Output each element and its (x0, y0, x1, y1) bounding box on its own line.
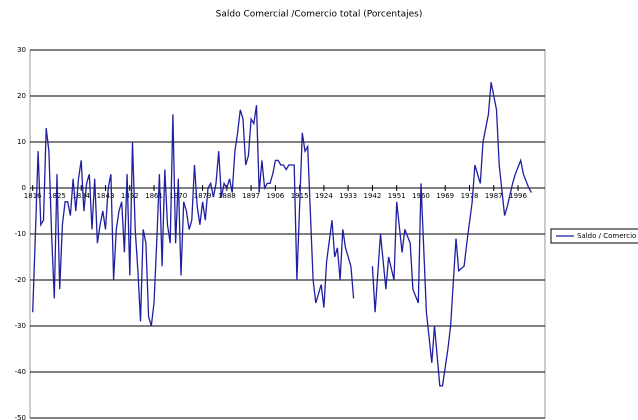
y-tick-label: 30 (17, 46, 26, 54)
x-tick-label: 1888 (218, 192, 236, 200)
x-tick-label: 1897 (242, 192, 260, 200)
x-tick-label: 1816 (24, 192, 42, 200)
x-tick-label: 1852 (121, 192, 139, 200)
x-tick-label: 1843 (97, 192, 115, 200)
y-tick-label: -20 (15, 276, 26, 284)
x-tick-label: 1834 (72, 192, 90, 200)
legend-box (550, 228, 638, 244)
x-tick-label: 1996 (509, 192, 527, 200)
legend-label: Saldo / Comercio (577, 232, 636, 240)
y-tick-label: -40 (15, 368, 26, 376)
x-tick-label: 1978 (461, 192, 479, 200)
y-tick-label: -50 (15, 414, 26, 420)
x-tick-label: 1987 (485, 192, 503, 200)
x-tick-label: 1924 (315, 192, 333, 200)
y-tick-label: 10 (17, 138, 26, 146)
y-tick-label: -10 (15, 230, 26, 238)
x-tick-label: 1906 (266, 192, 284, 200)
y-tick-label: 20 (17, 92, 26, 100)
y-tick-label: 0 (22, 184, 26, 192)
x-tick-label: 1861 (145, 192, 163, 200)
x-tick-label: 1879 (194, 192, 212, 200)
data-line (32, 82, 533, 387)
y-tick-label: -30 (15, 322, 26, 330)
x-tick-label: 1951 (388, 192, 406, 200)
chart-title: Saldo Comercial /Comercio total (Porcent… (216, 10, 423, 20)
x-tick-label: 1969 (436, 192, 454, 200)
x-tick-label: 1942 (364, 192, 382, 200)
x-tick-label: 1933 (339, 192, 357, 200)
